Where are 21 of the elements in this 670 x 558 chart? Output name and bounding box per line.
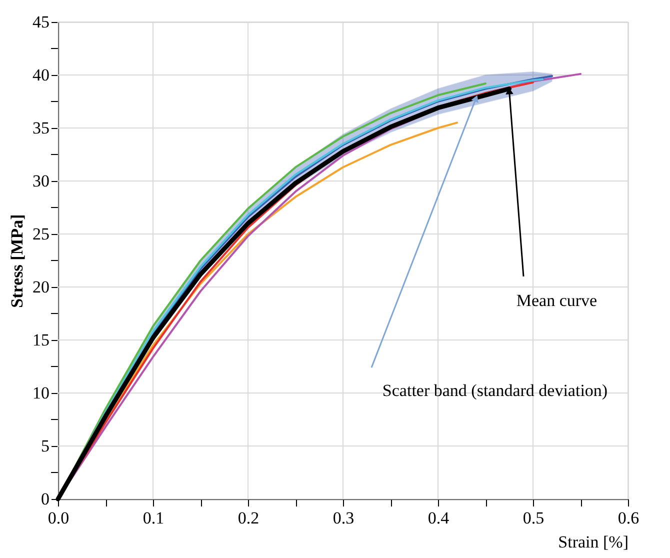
x-tick-label: 0.6 (618, 508, 640, 528)
y-tick-label: 0 (41, 490, 50, 508)
x-tick-label: 0.1 (142, 508, 164, 528)
x-tick-label: 0.3 (332, 508, 354, 528)
y-axis-title: Stress [MPa] (8, 214, 26, 308)
y-tick-label: 15 (32, 330, 50, 350)
x-axis-title: Strain [%] (558, 532, 628, 552)
y-tick-label: 20 (32, 278, 50, 296)
x-tick-label: 0.4 (428, 508, 450, 528)
x-tick-label: 0.2 (238, 508, 260, 528)
y-tick-label: 30 (32, 172, 50, 190)
y-tick-label: 10 (32, 384, 50, 402)
annotation: Scatter band (standard deviation) (382, 380, 608, 400)
y-tick-label: 45 (32, 12, 50, 32)
annotation: Mean curve (516, 290, 598, 310)
y-tick-label: 25 (32, 224, 50, 244)
y-tick-label: 5 (41, 436, 50, 456)
y-tick-label: 40 (32, 66, 50, 84)
x-tick-label: 0.0 (48, 508, 70, 528)
y-tick-label: 35 (32, 118, 50, 138)
x-tick-label: 0.5 (522, 508, 544, 528)
